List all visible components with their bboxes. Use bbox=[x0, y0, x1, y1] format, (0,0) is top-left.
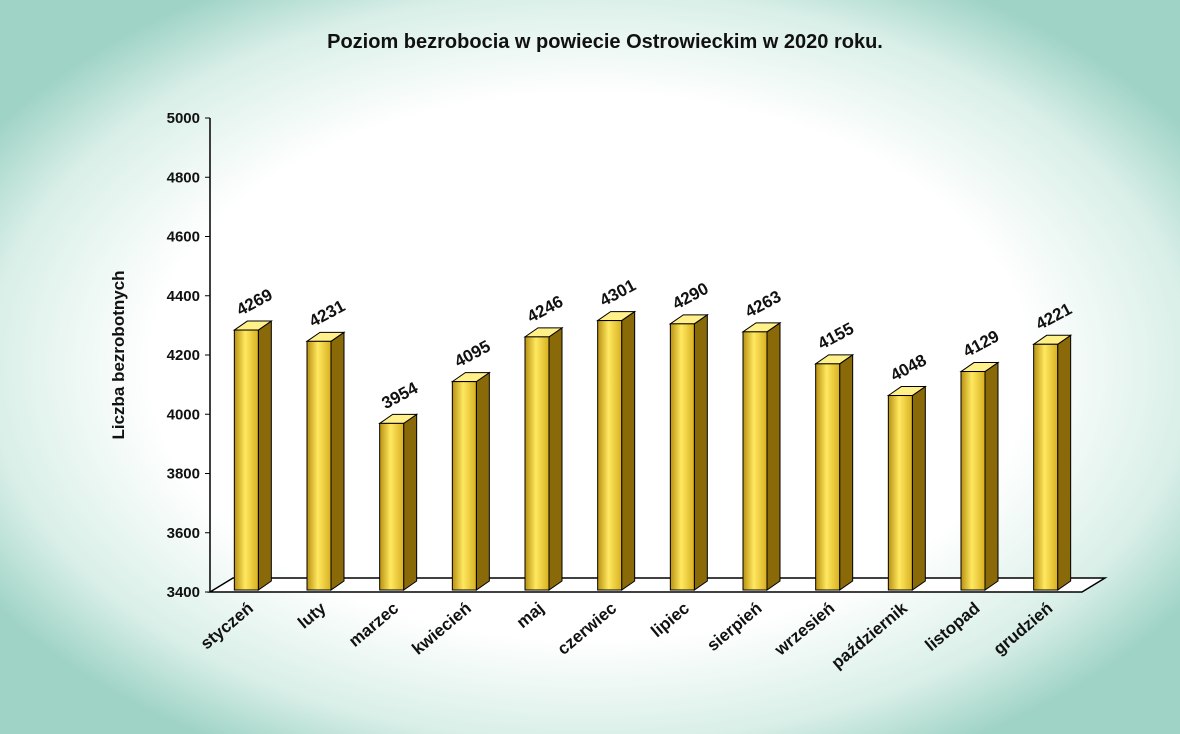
y-tick-label: 3600 bbox=[167, 525, 200, 542]
bar-front bbox=[379, 422, 405, 591]
floor bbox=[207, 577, 1108, 593]
y-tick-label: 4600 bbox=[167, 229, 200, 246]
bar-front bbox=[815, 363, 841, 591]
y-tick-label: 3400 bbox=[167, 584, 200, 601]
bar-front bbox=[306, 340, 332, 591]
bar-side bbox=[475, 371, 490, 591]
y-tick-label: 4200 bbox=[167, 347, 200, 364]
bar-side bbox=[403, 413, 418, 591]
bar bbox=[959, 361, 1000, 591]
y-tick-label: 4400 bbox=[167, 288, 200, 305]
bar-side bbox=[766, 321, 781, 591]
bar bbox=[232, 320, 273, 591]
bar-side bbox=[693, 313, 708, 591]
bar-front bbox=[597, 320, 623, 591]
bar-front bbox=[233, 329, 259, 591]
bar bbox=[1032, 334, 1073, 591]
bar bbox=[450, 371, 491, 591]
bar-side bbox=[984, 361, 999, 591]
bar-side bbox=[911, 385, 926, 591]
bar-side bbox=[548, 326, 563, 591]
y-tick-label: 4800 bbox=[167, 169, 200, 186]
bar bbox=[886, 385, 927, 591]
bar bbox=[378, 413, 419, 591]
bar-front bbox=[1033, 343, 1059, 591]
y-tick-label: 3800 bbox=[167, 466, 200, 483]
y-tick-label: 5000 bbox=[167, 110, 200, 127]
bar-side bbox=[257, 320, 272, 591]
bar bbox=[741, 321, 782, 591]
bar-front bbox=[524, 336, 550, 591]
y-tick-label: 4000 bbox=[167, 406, 200, 423]
bar bbox=[523, 326, 564, 591]
bar bbox=[814, 353, 855, 591]
bar-side bbox=[330, 331, 345, 591]
bar bbox=[305, 331, 346, 591]
y-axis-label: Liczba bezrobotnych bbox=[109, 270, 128, 439]
bar-front bbox=[887, 395, 913, 591]
bar bbox=[668, 313, 709, 591]
bar-side bbox=[621, 310, 636, 591]
bar-side bbox=[839, 353, 854, 591]
bar-side bbox=[1057, 334, 1072, 591]
bar bbox=[596, 310, 637, 591]
bar-front bbox=[451, 381, 477, 591]
bar-front bbox=[960, 371, 986, 591]
bar-front bbox=[669, 323, 695, 591]
chart-title: Poziom bezrobocia w powiecie Ostrowiecki… bbox=[327, 31, 883, 53]
bar-front bbox=[742, 331, 768, 591]
